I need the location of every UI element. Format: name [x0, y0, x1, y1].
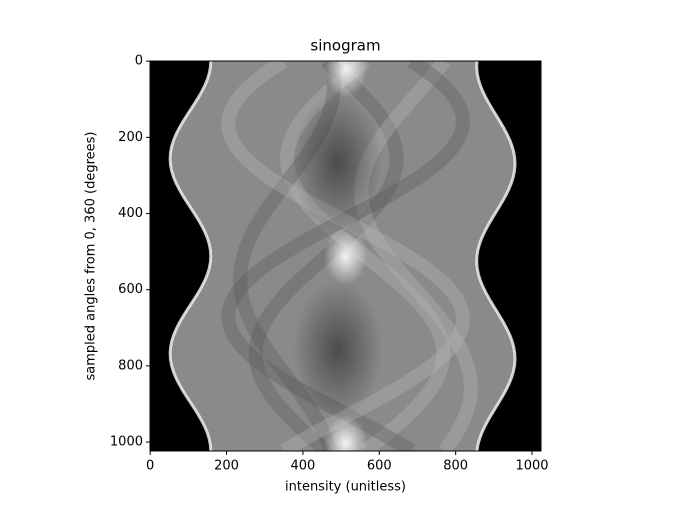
x-tick-label: 1000: [515, 459, 548, 474]
y-tick-label: 400: [118, 206, 143, 221]
x-tick-label: 800: [443, 459, 468, 474]
projection-band: [354, 61, 478, 451]
x-tick-label: 0: [146, 459, 154, 474]
dark-region: [292, 279, 383, 420]
bright-region: [323, 61, 368, 97]
x-axis-label: intensity (unitless): [285, 480, 406, 495]
object-edge-right: [475, 61, 517, 451]
y-axis-label: sampled angles from 0, 360 (degrees): [84, 132, 99, 381]
x-tick-label: 600: [367, 459, 392, 474]
projection-band: [221, 61, 471, 451]
y-tick-label: 200: [118, 130, 143, 145]
projection-band: [221, 61, 470, 451]
bright-region: [323, 415, 368, 451]
axes-frame: [149, 60, 542, 452]
y-tick-label: 0: [135, 54, 143, 69]
chart-title: sinogram: [310, 37, 380, 55]
y-tick-label: 800: [118, 358, 143, 373]
y-tick-label: 1000: [110, 435, 143, 450]
x-tick-label: 200: [214, 459, 239, 474]
y-tick-label: 600: [118, 282, 143, 297]
sinogram-image: [150, 61, 541, 451]
dark-region: [292, 92, 383, 233]
x-tick-label: 400: [291, 459, 316, 474]
object-edge-left: [168, 61, 213, 451]
bright-region: [323, 228, 368, 285]
